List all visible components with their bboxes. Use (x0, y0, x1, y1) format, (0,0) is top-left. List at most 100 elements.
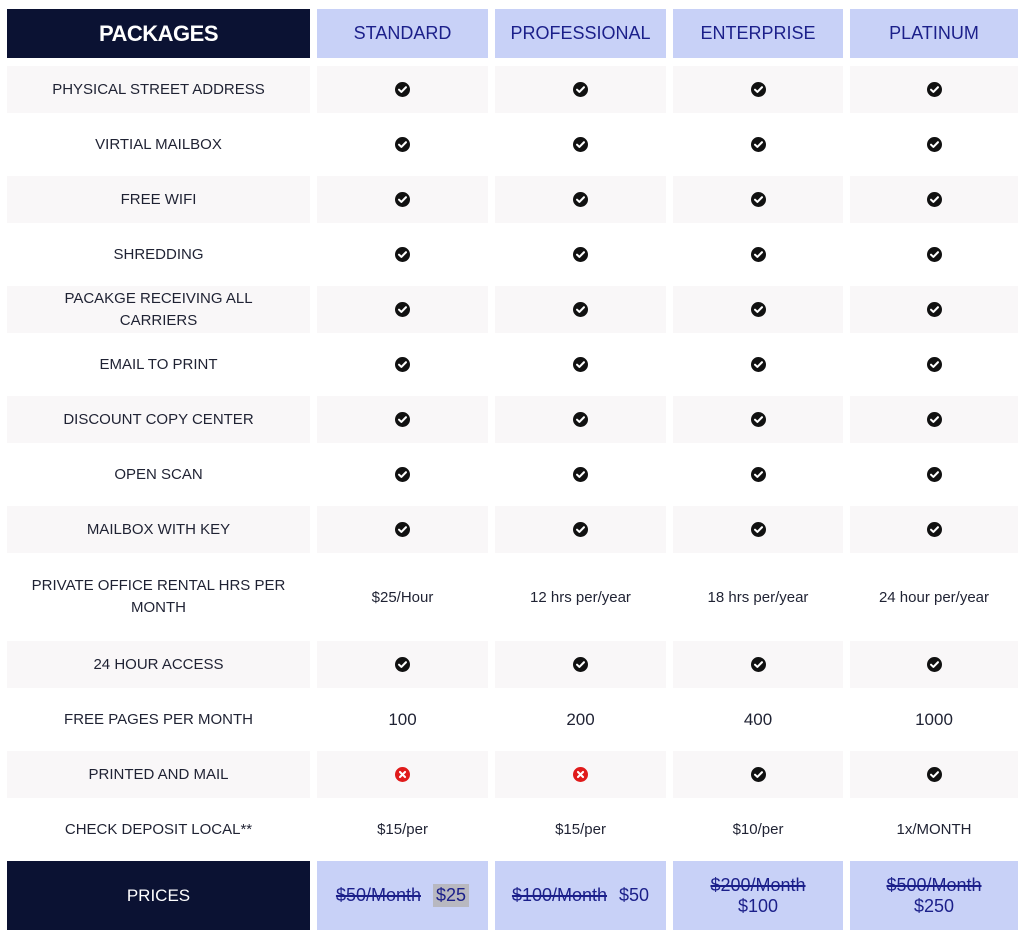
check-circle-icon (573, 302, 588, 317)
check-circle-icon (926, 522, 942, 537)
feature-label: PRIVATE OFFICE RENTAL HRS PER MONTH (31, 577, 286, 616)
feature-cell-standard (317, 396, 488, 443)
old-price: $200/Month (710, 874, 806, 895)
check-circle-icon (750, 192, 766, 207)
feature-cell-professional (495, 396, 666, 443)
feature-cell-platinum (850, 286, 1018, 333)
feature-value-professional: 12 hrs per/year (530, 588, 631, 606)
check-circle-icon (573, 657, 588, 672)
plan-header-enterprise: ENTERPRISE (673, 9, 843, 58)
check-circle-icon (573, 192, 588, 207)
check-circle-icon (926, 467, 942, 482)
check-circle-icon (395, 357, 410, 372)
feature-value-enterprise: $10/per (732, 821, 784, 838)
price-cell-platinum: $500/Month $250 (850, 861, 1018, 930)
feature-value-professional: $15/per (555, 821, 606, 838)
prices-label: PRICES (7, 861, 310, 930)
feature-cell-platinum (850, 751, 1018, 798)
feature-cell-professional (495, 506, 666, 553)
feature-cell-enterprise (673, 176, 843, 223)
check-circle-icon (395, 412, 410, 427)
feature-label: PACAKGE RECEIVING ALL CARRIERS (7, 286, 310, 333)
feature-label: MAILBOX WITH KEY (7, 506, 310, 553)
feature-cell-enterprise (673, 751, 843, 798)
feature-label: PRINTED AND MAIL (7, 751, 310, 798)
feature-value-platinum: 1x/MONTH (896, 821, 972, 838)
check-circle-icon (395, 657, 410, 672)
feature-cell-professional (495, 641, 666, 688)
check-circle-icon (750, 767, 766, 782)
feature-label: 24 HOUR ACCESS (7, 641, 310, 688)
pricing-table: PACKAGES STANDARD PROFESSIONAL ENTERPRIS… (7, 9, 1018, 930)
feature-cell-enterprise (673, 121, 843, 168)
check-circle-icon (750, 82, 766, 97)
check-circle-icon (750, 657, 766, 672)
feature-value-standard: 100 (388, 709, 417, 729)
feature-cell-enterprise (673, 641, 843, 688)
feature-label: FREE WIFI (7, 176, 310, 223)
feature-cell-enterprise (673, 286, 843, 333)
check-circle-icon (926, 247, 942, 262)
feature-cell-enterprise (673, 451, 843, 498)
check-circle-icon (750, 137, 766, 152)
new-price: $50 (619, 885, 650, 905)
check-circle-icon (395, 302, 410, 317)
feature-cell-enterprise (673, 341, 843, 388)
check-circle-icon (750, 522, 766, 537)
feature-cell-platinum (850, 641, 1018, 688)
feature-value-platinum: 24 hour per/year (878, 588, 990, 606)
check-circle-icon (573, 137, 588, 152)
check-circle-icon (573, 247, 588, 262)
feature-cell-standard (317, 286, 488, 333)
old-price: $500/Month (886, 874, 982, 895)
check-circle-icon (750, 302, 766, 317)
price-cell-enterprise: $200/Month $100 (673, 861, 843, 930)
feature-cell-professional (495, 231, 666, 278)
old-price: $100/Month (511, 885, 608, 905)
feature-cell-enterprise (673, 66, 843, 113)
check-circle-icon (395, 247, 410, 262)
feature-cell-enterprise (673, 396, 843, 443)
feature-cell-professional (495, 66, 666, 113)
feature-cell-platinum (850, 176, 1018, 223)
feature-cell-standard (317, 66, 488, 113)
check-circle-icon (573, 467, 588, 482)
feature-cell-platinum (850, 121, 1018, 168)
feature-cell-professional (495, 341, 666, 388)
feature-value-standard: $25/Hour (371, 588, 434, 606)
check-circle-icon (926, 357, 942, 372)
price-cell-professional: $100/Month $50 (495, 861, 666, 930)
check-circle-icon (926, 767, 942, 782)
plan-header-platinum: PLATINUM (850, 9, 1018, 58)
plan-header-professional: PROFESSIONAL (495, 9, 666, 58)
feature-value-enterprise: 18 hrs per/year (707, 588, 809, 606)
check-circle-icon (750, 467, 766, 482)
feature-cell-professional (495, 121, 666, 168)
feature-cell-professional (495, 451, 666, 498)
feature-cell-platinum (850, 231, 1018, 278)
check-circle-icon (395, 467, 410, 482)
check-circle-icon (926, 82, 942, 97)
new-price: $250 (913, 895, 955, 916)
feature-value-enterprise: 400 (743, 709, 773, 729)
feature-cell-platinum (850, 66, 1018, 113)
check-circle-icon (395, 192, 410, 207)
feature-cell-platinum (850, 451, 1018, 498)
feature-cell-professional (495, 286, 666, 333)
new-price: $25 (433, 884, 470, 907)
feature-cell-standard (317, 451, 488, 498)
check-circle-icon (926, 192, 942, 207)
x-circle-icon (395, 767, 410, 782)
check-circle-icon (573, 522, 588, 537)
feature-label: CHECK DEPOSIT LOCAL** (64, 820, 253, 838)
check-circle-icon (926, 412, 942, 427)
feature-value-standard: $15/per (377, 821, 428, 838)
feature-label: SHREDDING (113, 245, 204, 263)
check-circle-icon (573, 412, 588, 427)
feature-cell-standard (317, 641, 488, 688)
feature-cell-enterprise (673, 506, 843, 553)
price-cell-standard: $50/Month $25 (317, 861, 488, 930)
check-circle-icon (395, 522, 410, 537)
check-circle-icon (750, 247, 766, 262)
feature-cell-standard (317, 176, 488, 223)
